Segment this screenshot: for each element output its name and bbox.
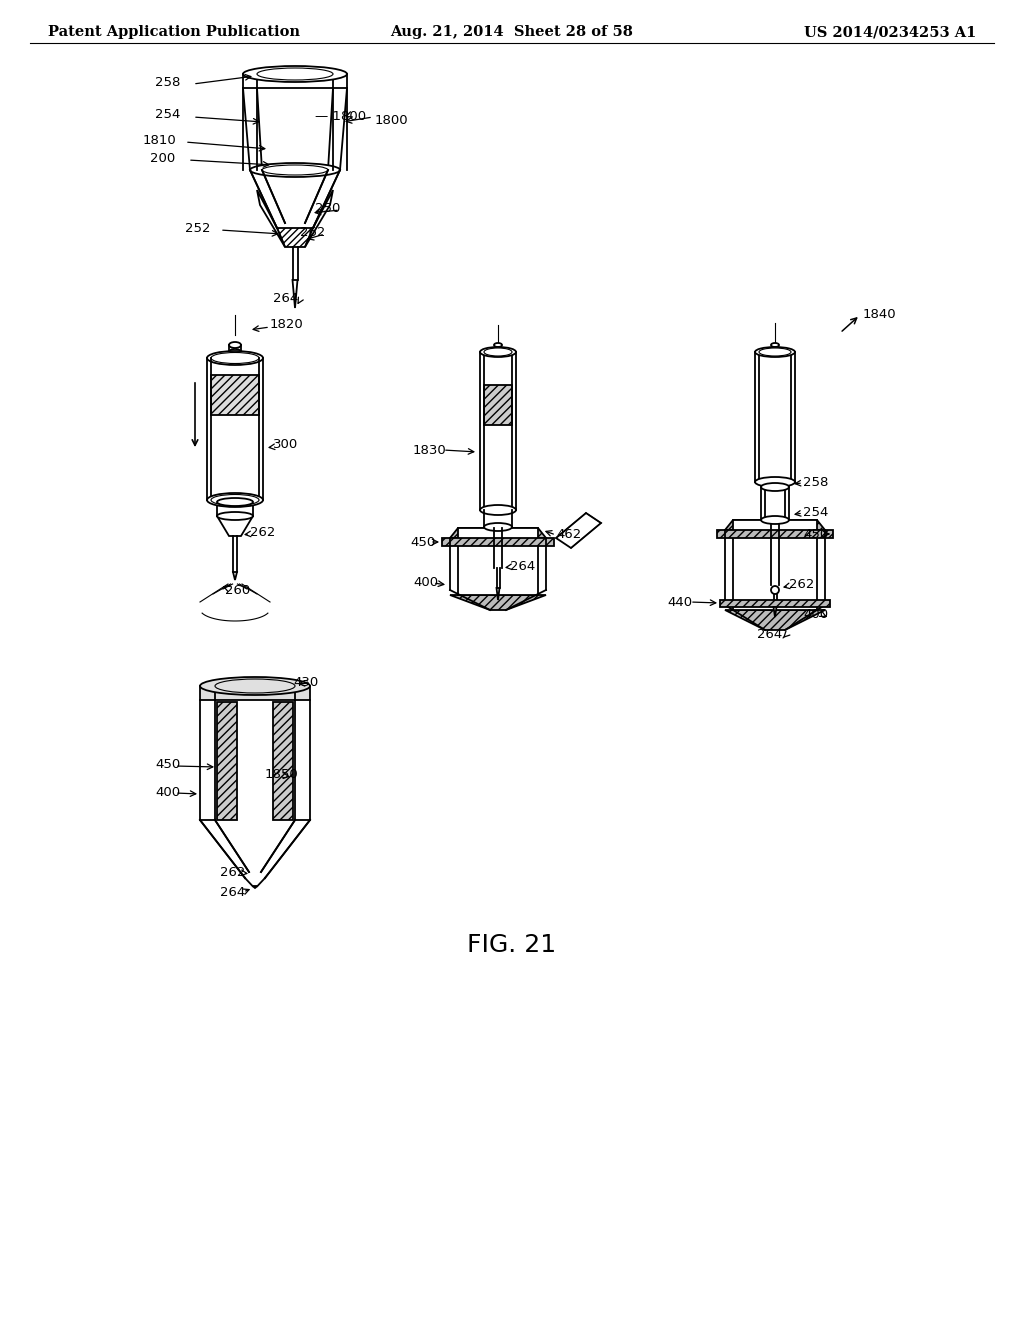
Polygon shape [243, 74, 347, 88]
Ellipse shape [229, 342, 241, 348]
Text: 300: 300 [273, 438, 298, 451]
Text: 1840: 1840 [863, 309, 897, 322]
Polygon shape [733, 520, 817, 610]
Polygon shape [450, 595, 546, 610]
Text: 450: 450 [155, 759, 180, 771]
Ellipse shape [761, 516, 790, 524]
Ellipse shape [755, 477, 795, 487]
Polygon shape [278, 228, 313, 247]
Ellipse shape [217, 498, 253, 506]
Text: 264: 264 [510, 560, 536, 573]
Text: 264: 264 [273, 292, 298, 305]
Ellipse shape [759, 348, 791, 356]
Text: US 2014/0234253 A1: US 2014/0234253 A1 [804, 25, 976, 40]
Text: Patent Application Publication: Patent Application Publication [48, 25, 300, 40]
Bar [761, 487, 790, 520]
Ellipse shape [200, 677, 310, 696]
Text: 430: 430 [293, 676, 318, 689]
Text: 260: 260 [225, 583, 250, 597]
Polygon shape [717, 531, 833, 539]
Ellipse shape [484, 348, 512, 356]
Text: 262: 262 [250, 525, 275, 539]
Ellipse shape [761, 483, 790, 491]
Ellipse shape [215, 678, 295, 693]
Ellipse shape [211, 495, 259, 506]
Polygon shape [233, 572, 237, 579]
Polygon shape [450, 528, 546, 539]
Text: 262: 262 [300, 226, 326, 239]
Polygon shape [484, 385, 512, 425]
Text: 258: 258 [803, 475, 828, 488]
Ellipse shape [257, 69, 333, 81]
Text: 1820: 1820 [270, 318, 304, 331]
Ellipse shape [211, 352, 259, 363]
Polygon shape [725, 610, 825, 630]
Polygon shape [497, 587, 500, 601]
Ellipse shape [243, 66, 347, 82]
Ellipse shape [480, 347, 516, 356]
Text: 462: 462 [556, 528, 582, 541]
Polygon shape [773, 607, 776, 616]
Polygon shape [442, 539, 554, 546]
Text: — 1800: — 1800 [315, 111, 367, 124]
Ellipse shape [262, 165, 328, 176]
Bar [217, 500, 253, 516]
Polygon shape [725, 520, 825, 531]
Ellipse shape [207, 492, 263, 507]
Text: 264: 264 [220, 887, 246, 899]
Text: 254: 254 [155, 108, 180, 121]
Ellipse shape [217, 512, 253, 520]
Text: 250: 250 [315, 202, 340, 214]
Polygon shape [556, 513, 601, 548]
Polygon shape [211, 375, 259, 414]
Ellipse shape [771, 343, 779, 347]
Polygon shape [720, 601, 830, 607]
Text: 400: 400 [413, 577, 438, 590]
Text: 1850: 1850 [265, 768, 299, 781]
Polygon shape [293, 280, 298, 308]
Text: 200: 200 [150, 152, 175, 165]
Text: 262: 262 [220, 866, 246, 879]
Polygon shape [458, 528, 538, 595]
Ellipse shape [494, 343, 502, 347]
Ellipse shape [250, 162, 340, 177]
Text: 1800: 1800 [375, 114, 409, 127]
Text: 450: 450 [410, 536, 435, 549]
Text: 400: 400 [803, 609, 828, 622]
Bar [243, 88, 347, 170]
Bar [200, 686, 310, 700]
Polygon shape [253, 886, 257, 888]
Circle shape [771, 586, 779, 594]
Text: 262: 262 [790, 578, 814, 591]
Text: 1810: 1810 [143, 133, 177, 147]
Polygon shape [305, 190, 333, 247]
Text: 264: 264 [757, 628, 782, 642]
Text: FIG. 21: FIG. 21 [467, 933, 557, 957]
Polygon shape [257, 190, 285, 247]
Text: 258: 258 [155, 75, 180, 88]
Polygon shape [200, 820, 310, 878]
Text: Aug. 21, 2014  Sheet 28 of 58: Aug. 21, 2014 Sheet 28 of 58 [390, 25, 634, 40]
Polygon shape [480, 527, 516, 539]
Text: 400: 400 [155, 785, 180, 799]
Ellipse shape [229, 348, 241, 355]
Bar [273, 702, 293, 820]
Text: 1830: 1830 [413, 444, 446, 457]
Ellipse shape [480, 506, 516, 515]
Ellipse shape [484, 523, 512, 531]
Ellipse shape [755, 347, 795, 356]
Ellipse shape [207, 351, 263, 366]
Text: 450: 450 [803, 528, 828, 540]
Polygon shape [250, 170, 340, 228]
Text: 254: 254 [803, 506, 828, 519]
Text: 252: 252 [185, 222, 211, 235]
Text: 440: 440 [667, 595, 692, 609]
Polygon shape [217, 516, 253, 536]
Bar [217, 702, 237, 820]
